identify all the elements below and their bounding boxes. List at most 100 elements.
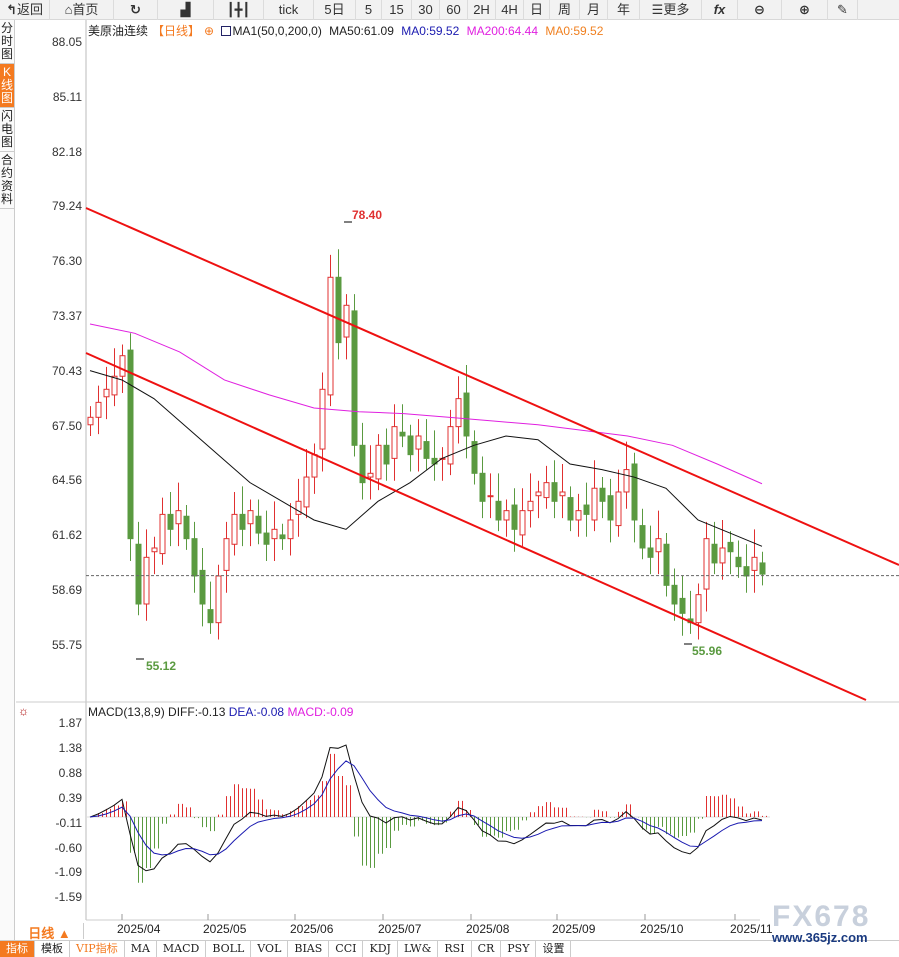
indicator-tab[interactable]: 设置 <box>536 941 572 957</box>
candle <box>111 375 118 396</box>
ma0-value-2: MA0:59.52 <box>545 24 604 38</box>
date-tick: 2025/08 <box>466 922 510 936</box>
indicator-tab[interactable]: BIAS <box>288 941 330 957</box>
candle <box>375 444 382 480</box>
candle <box>159 513 166 555</box>
candle <box>511 504 518 530</box>
candle <box>663 543 670 586</box>
toolbar-button-日[interactable]: 日 <box>524 0 550 20</box>
candle <box>95 401 102 418</box>
toolbar-button-tick[interactable]: tick <box>264 0 314 20</box>
toolbar-button-60[interactable]: 60 <box>440 0 468 20</box>
toolbar-button-fx[interactable]: fx <box>702 0 738 20</box>
toolbar-button-5日[interactable]: 5日 <box>314 0 356 20</box>
candle <box>671 584 678 605</box>
menu-icon: ☰ <box>651 2 664 17</box>
candle <box>255 515 262 534</box>
candle <box>615 491 622 527</box>
indicator-tab[interactable]: VOL <box>251 941 289 957</box>
toolbar-button-4H[interactable]: 4H <box>496 0 524 20</box>
toolbar-button-pen[interactable]: ✎ <box>828 0 858 20</box>
toolbar-label: 15 <box>389 2 404 17</box>
ma0-value: MA0:59.52 <box>401 24 460 38</box>
toolbar-button-candlestick[interactable]: ┃╋┃ <box>214 0 264 20</box>
toolbar-label: 月 <box>586 2 600 17</box>
toolbar-button-home[interactable]: ⌂首页 <box>50 0 114 20</box>
macd-settings-icon[interactable]: ☼ <box>18 704 29 718</box>
candle <box>519 510 526 536</box>
candle <box>295 500 302 515</box>
ma200-value: MA200:64.44 <box>466 24 539 38</box>
toolbar-button-月[interactable]: 月 <box>580 0 608 20</box>
indicator-tab[interactable]: RSI <box>438 941 472 957</box>
indicator-tab[interactable]: MACD <box>157 941 207 957</box>
ma50-line <box>89 370 763 547</box>
macd-tick: -1.59 <box>54 890 82 905</box>
macd-tick: -0.60 <box>54 840 82 855</box>
toolbar-button-zoom-in[interactable]: ⊕ <box>782 0 828 20</box>
symbol-name: 美原油连续 <box>88 24 149 38</box>
candle <box>727 541 734 553</box>
candle <box>247 510 254 525</box>
sidebar: 分时图 K线图 闪电图 合约资料 <box>0 20 15 955</box>
price-tick: 79.24 <box>51 199 82 214</box>
indicator-icon[interactable] <box>221 26 232 36</box>
candle <box>551 482 558 502</box>
price-tick: 73.37 <box>51 309 82 323</box>
toolbar-label: 更多 <box>663 2 690 17</box>
candle <box>479 472 486 502</box>
toolbar-button-周[interactable]: 周 <box>550 0 580 20</box>
price-tick: 67.50 <box>51 418 82 433</box>
refresh-icon: ↻ <box>130 2 141 17</box>
toolbar-button-zoom-out[interactable]: ⊖ <box>738 0 782 20</box>
indicator-tabs: 指标 模板 VIP指标 MA MACD BOLL VOL BIAS CCI KDJ LW& RSI CR… <box>0 940 899 957</box>
toolbar-button-15[interactable]: 15 <box>382 0 412 20</box>
indicator-tab[interactable]: 模板 <box>35 941 70 957</box>
indicator-tab[interactable]: PSY <box>501 941 537 957</box>
diff-value: DIFF:-0.13 <box>168 705 226 719</box>
candle <box>367 472 374 478</box>
candle <box>575 510 582 521</box>
sidebar-tab[interactable]: K线图 <box>0 64 14 108</box>
zoom-out-icon: ⊖ <box>754 2 765 17</box>
candle <box>407 435 414 456</box>
fx-icon: fx <box>713 2 726 17</box>
indicator-tab[interactable]: BOLL <box>206 941 252 957</box>
macd-name: MACD(13,8,9) <box>88 705 165 719</box>
indicator-tab[interactable]: VIP指标 <box>70 941 125 957</box>
candle <box>103 388 110 398</box>
watermark: FX678 www.365jz.com <box>772 900 897 945</box>
toolbar-button-back-arrow[interactable]: ↰返回 <box>0 0 50 20</box>
toolbar-button-menu[interactable]: ☰更多 <box>640 0 702 20</box>
date-tick: 2025/09 <box>552 922 596 936</box>
indicator-tab[interactable]: KDJ <box>363 941 398 957</box>
price-legend: 美原油连续 【日线】 ⊕ MA1(50,0,200,0) MA50:61.09 MA… <box>88 22 607 39</box>
toolbar-button-refresh[interactable]: ↻ <box>114 0 158 20</box>
candle <box>447 426 454 465</box>
indicator-tab[interactable]: CCI <box>329 941 364 957</box>
sidebar-tab[interactable]: 分时图 <box>0 20 14 64</box>
toolbar-button-chart-bars[interactable]: ▟ <box>158 0 214 20</box>
indicator-tab[interactable]: MA <box>125 941 157 957</box>
ma200-line <box>89 323 763 485</box>
toolbar-button-年[interactable]: 年 <box>608 0 640 20</box>
indicator-tab[interactable]: CR <box>472 941 502 957</box>
candle <box>135 543 142 605</box>
macd-tick: 0.39 <box>58 790 82 805</box>
candle <box>559 491 566 497</box>
indicator-tab[interactable]: LW& <box>398 941 439 957</box>
toolbar-button-2H[interactable]: 2H <box>468 0 496 20</box>
candle <box>599 487 606 502</box>
period-button[interactable]: 日线 ▲ <box>16 923 84 941</box>
toolbar-button-30[interactable]: 30 <box>412 0 440 20</box>
settings-icon[interactable]: ⊕ <box>204 24 215 38</box>
indicator-tab[interactable]: 指标 <box>0 941 35 957</box>
candle <box>327 276 334 396</box>
candle <box>127 349 134 540</box>
sidebar-tab[interactable]: 闪电图 <box>0 108 14 152</box>
toolbar-button-5[interactable]: 5 <box>356 0 382 20</box>
sidebar-tab[interactable]: 合约资料 <box>0 152 14 209</box>
candle <box>455 398 462 428</box>
price-tick: 61.62 <box>51 528 82 543</box>
